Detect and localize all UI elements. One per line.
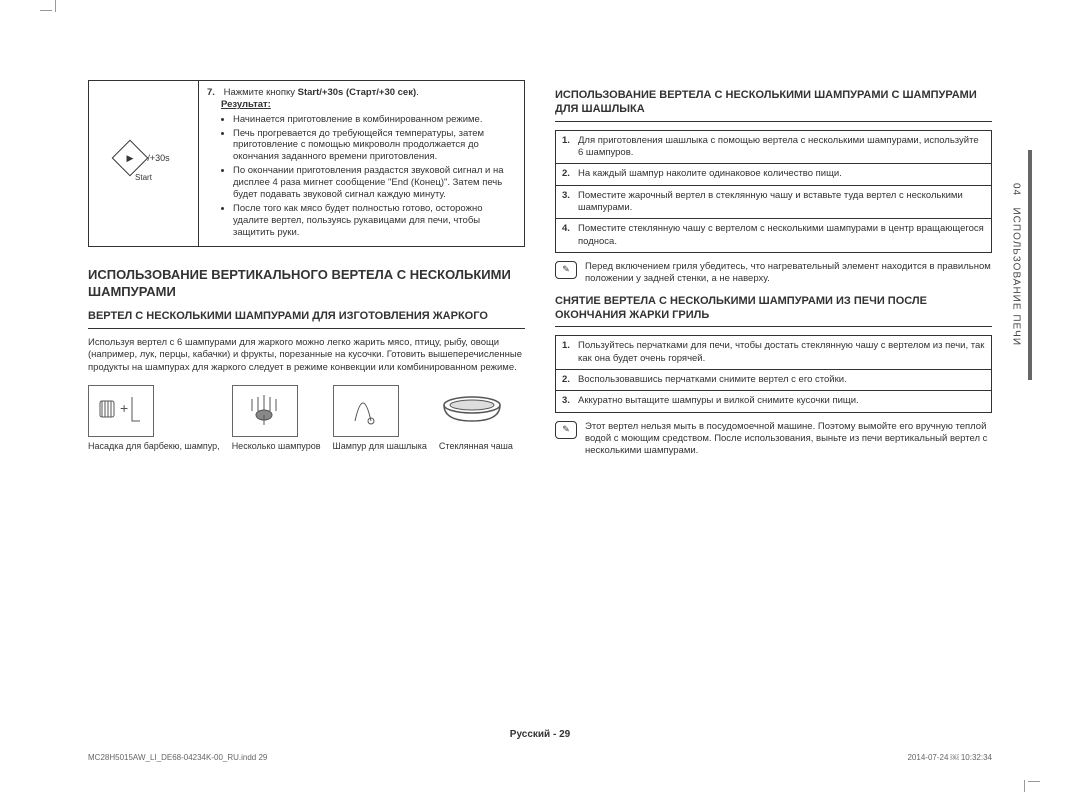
footer: MC28H5015AW_LI_DE68-04234K-00_RU.indd 29…	[88, 753, 992, 762]
note-grill: ✎ Перед включением гриля убедитесь, что …	[555, 261, 992, 286]
note-icon: ✎	[555, 421, 577, 439]
crop-mark	[55, 0, 56, 12]
accessory-item: Несколько шампуров	[232, 385, 321, 452]
accessories-row: + Насадка для барбекю, шампур, Н	[88, 385, 525, 452]
left-h3: ВЕРТЕЛ С НЕСКОЛЬКИМИ ШАМПУРАМИ ДЛЯ ИЗГОТ…	[88, 309, 525, 328]
step-7-body: 7. Нажмите кнопку Start/+30s (Старт/+30 …	[199, 81, 524, 246]
page-number: Русский - 29	[0, 729, 1080, 740]
start-30s-icon: ▶ / +30s Start	[117, 145, 169, 182]
side-tab-bar	[1028, 150, 1032, 380]
accessory-item: + Насадка для барбекю, шампур,	[88, 385, 220, 452]
result-label: Результат:	[221, 99, 271, 110]
left-body: Используя вертел с 6 шампурами для жарко…	[88, 337, 525, 375]
right-h3-a: ИСПОЛЬЗОВАНИЕ ВЕРТЕЛА С НЕСКОЛЬКИМИ ШАМП…	[555, 88, 992, 122]
crop-mark	[1028, 781, 1040, 782]
accessory-item: Шампур для шашлыка	[333, 385, 427, 452]
step-7-icon-cell: ▶ / +30s Start	[89, 81, 199, 246]
usage-steps-table: 1.Для приготовления шашлыка с помощью ве…	[555, 130, 992, 253]
step-7-box: ▶ / +30s Start 7. Нажмите кнопку Start/+…	[88, 80, 525, 247]
right-h3-b: СНЯТИЕ ВЕРТЕЛА С НЕСКОЛЬКИМИ ШАМПУРАМИ И…	[555, 294, 992, 328]
footer-file: MC28H5015AW_LI_DE68-04234K-00_RU.indd 29	[88, 753, 267, 762]
side-tab-label: ИСПОЛЬЗОВАНИЕ ПЕЧИ	[1011, 208, 1022, 347]
accessory-kebab-icon	[333, 385, 399, 437]
right-column: ИСПОЛЬЗОВАНИЕ ВЕРТЕЛА С НЕСКОЛЬКИМИ ШАМП…	[555, 80, 992, 732]
accessory-skewers-icon	[232, 385, 298, 437]
note-wash: ✎ Этот вертел нельзя мыть в посудомоечно…	[555, 421, 992, 458]
accessory-bowl-icon	[439, 385, 505, 437]
crop-mark	[1024, 780, 1025, 792]
accessory-item: Стеклянная чаша	[439, 385, 513, 452]
step-bullet: Печь прогревается до требующейся темпера…	[233, 128, 516, 164]
side-tab: 04 ИСПОЛЬЗОВАНИЕ ПЕЧИ	[1008, 150, 1032, 380]
step-bullets: Начинается приготовление в комбинированн…	[233, 114, 516, 239]
note-icon: ✎	[555, 261, 577, 279]
removal-steps-table: 1.Пользуйтесь перчатками для печи, чтобы…	[555, 335, 992, 412]
step-bullet: По окончании приготовления раздастся зву…	[233, 165, 516, 201]
side-tab-num: 04	[1011, 183, 1022, 196]
footer-date: 2014-07-24 ￼ 10:32:34	[907, 753, 992, 762]
accessory-bbq-icon: +	[88, 385, 154, 437]
step-bullet: Начинается приготовление в комбинированн…	[233, 114, 516, 126]
left-column: ▶ / +30s Start 7. Нажмите кнопку Start/+…	[88, 80, 525, 732]
page-content: ▶ / +30s Start 7. Нажмите кнопку Start/+…	[88, 80, 992, 732]
svg-text:+: +	[120, 400, 128, 416]
left-h2: ИСПОЛЬЗОВАНИЕ ВЕРТИКАЛЬНОГО ВЕРТЕЛА С НЕ…	[88, 267, 525, 301]
crop-mark	[40, 10, 52, 11]
step-bullet: После того как мясо будет полностью гото…	[233, 203, 516, 239]
